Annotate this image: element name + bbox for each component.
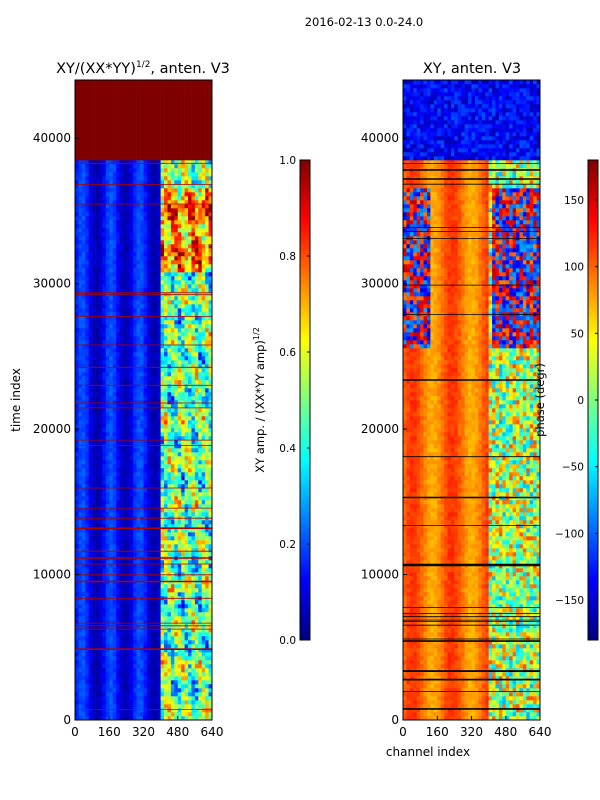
y-tick-label: 30000 <box>33 277 71 291</box>
x-tick-label: 0 <box>71 725 79 739</box>
amplitude-colorbar-ticks: 0.0 0.2 0.4 0.6 0.8 1.0 <box>279 155 310 647</box>
phase-x-axis-label: channel index <box>386 745 470 759</box>
colorbar-tick-label: −150 <box>555 595 584 607</box>
x-tick-label: 320 <box>132 725 155 739</box>
phase-axis-ticks: 0 160 320 480 640 0 10000 20000 30000 40000 <box>361 131 552 739</box>
y-tick-label: 10000 <box>361 568 399 582</box>
colorbar-tick-label: 0.6 <box>279 347 296 359</box>
amplitude-colorbar-label: XY amp. / (XX*YY amp)1/2 <box>252 327 267 473</box>
x-tick-label: 640 <box>529 725 552 739</box>
colorbar-tick-label: 0.0 <box>279 635 296 647</box>
phase-panel-title: XY, anten. V3 <box>423 61 521 77</box>
y-tick-label: 10000 <box>33 568 71 582</box>
amplitude-heatmap-image <box>75 80 213 721</box>
figure-title: 2016-02-13 0.0-24.0 <box>305 15 424 29</box>
phase-heatmap-panel: XY, anten. V3 0 160 320 480 640 0 10000 20000 30… <box>361 61 552 759</box>
colorbar-tick-label: 0 <box>577 395 584 407</box>
phase-colorbar-ticks: 150 100 50 0 −50 −100 −150 <box>555 195 598 607</box>
colorbar-tick-label: 1.0 <box>279 155 296 167</box>
x-tick-label: 160 <box>98 725 121 739</box>
colorbar-tick-label: −50 <box>562 462 584 474</box>
y-tick-label: 0 <box>63 713 71 727</box>
phase-colorbar-label: phase (degr) <box>533 363 547 437</box>
x-tick-label: 320 <box>460 725 483 739</box>
phase-colorbar: 150 100 50 0 −50 −100 −150 phase (degr) <box>533 159 599 641</box>
phase-colorbar-gradient <box>588 160 598 640</box>
amplitude-colorbar: 0.0 0.2 0.4 0.6 0.8 1.0 XY amp. / (XX*YY amp)… <box>252 155 311 647</box>
phase-heatmap-image <box>403 80 541 721</box>
x-tick-label: 640 <box>201 725 224 739</box>
y-tick-label: 20000 <box>361 422 399 436</box>
x-tick-label: 160 <box>426 725 449 739</box>
colorbar-tick-label: 50 <box>571 328 584 340</box>
colorbar-tick-label: 0.8 <box>279 251 296 263</box>
amplitude-panel-title: XY/(XX*YY)1/2, anten. V3 <box>56 60 230 77</box>
amplitude-heatmap-panel: XY/(XX*YY)1/2, anten. V3 0 160 320 480 640 0 1… <box>9 60 230 739</box>
x-tick-label: 480 <box>494 725 517 739</box>
amplitude-colorbar-frame <box>299 159 311 641</box>
amplitude-colorbar-gradient <box>300 160 310 640</box>
x-tick-label: 0 <box>399 725 407 739</box>
amplitude-y-axis-label: time index <box>9 368 23 432</box>
colorbar-tick-label: −100 <box>555 528 584 540</box>
y-tick-label: 40000 <box>361 131 399 145</box>
y-tick-label: 0 <box>391 713 399 727</box>
y-tick-label: 20000 <box>33 422 71 436</box>
y-tick-label: 40000 <box>33 131 71 145</box>
y-tick-label: 30000 <box>361 277 399 291</box>
amplitude-axis-ticks: 0 160 320 480 640 0 10000 20000 30000 40000 <box>33 131 224 739</box>
colorbar-tick-label: 100 <box>564 262 584 274</box>
x-tick-label: 480 <box>166 725 189 739</box>
colorbar-tick-label: 0.4 <box>279 443 296 455</box>
colorbar-tick-label: 150 <box>564 195 584 207</box>
colorbar-tick-label: 0.2 <box>279 539 296 551</box>
